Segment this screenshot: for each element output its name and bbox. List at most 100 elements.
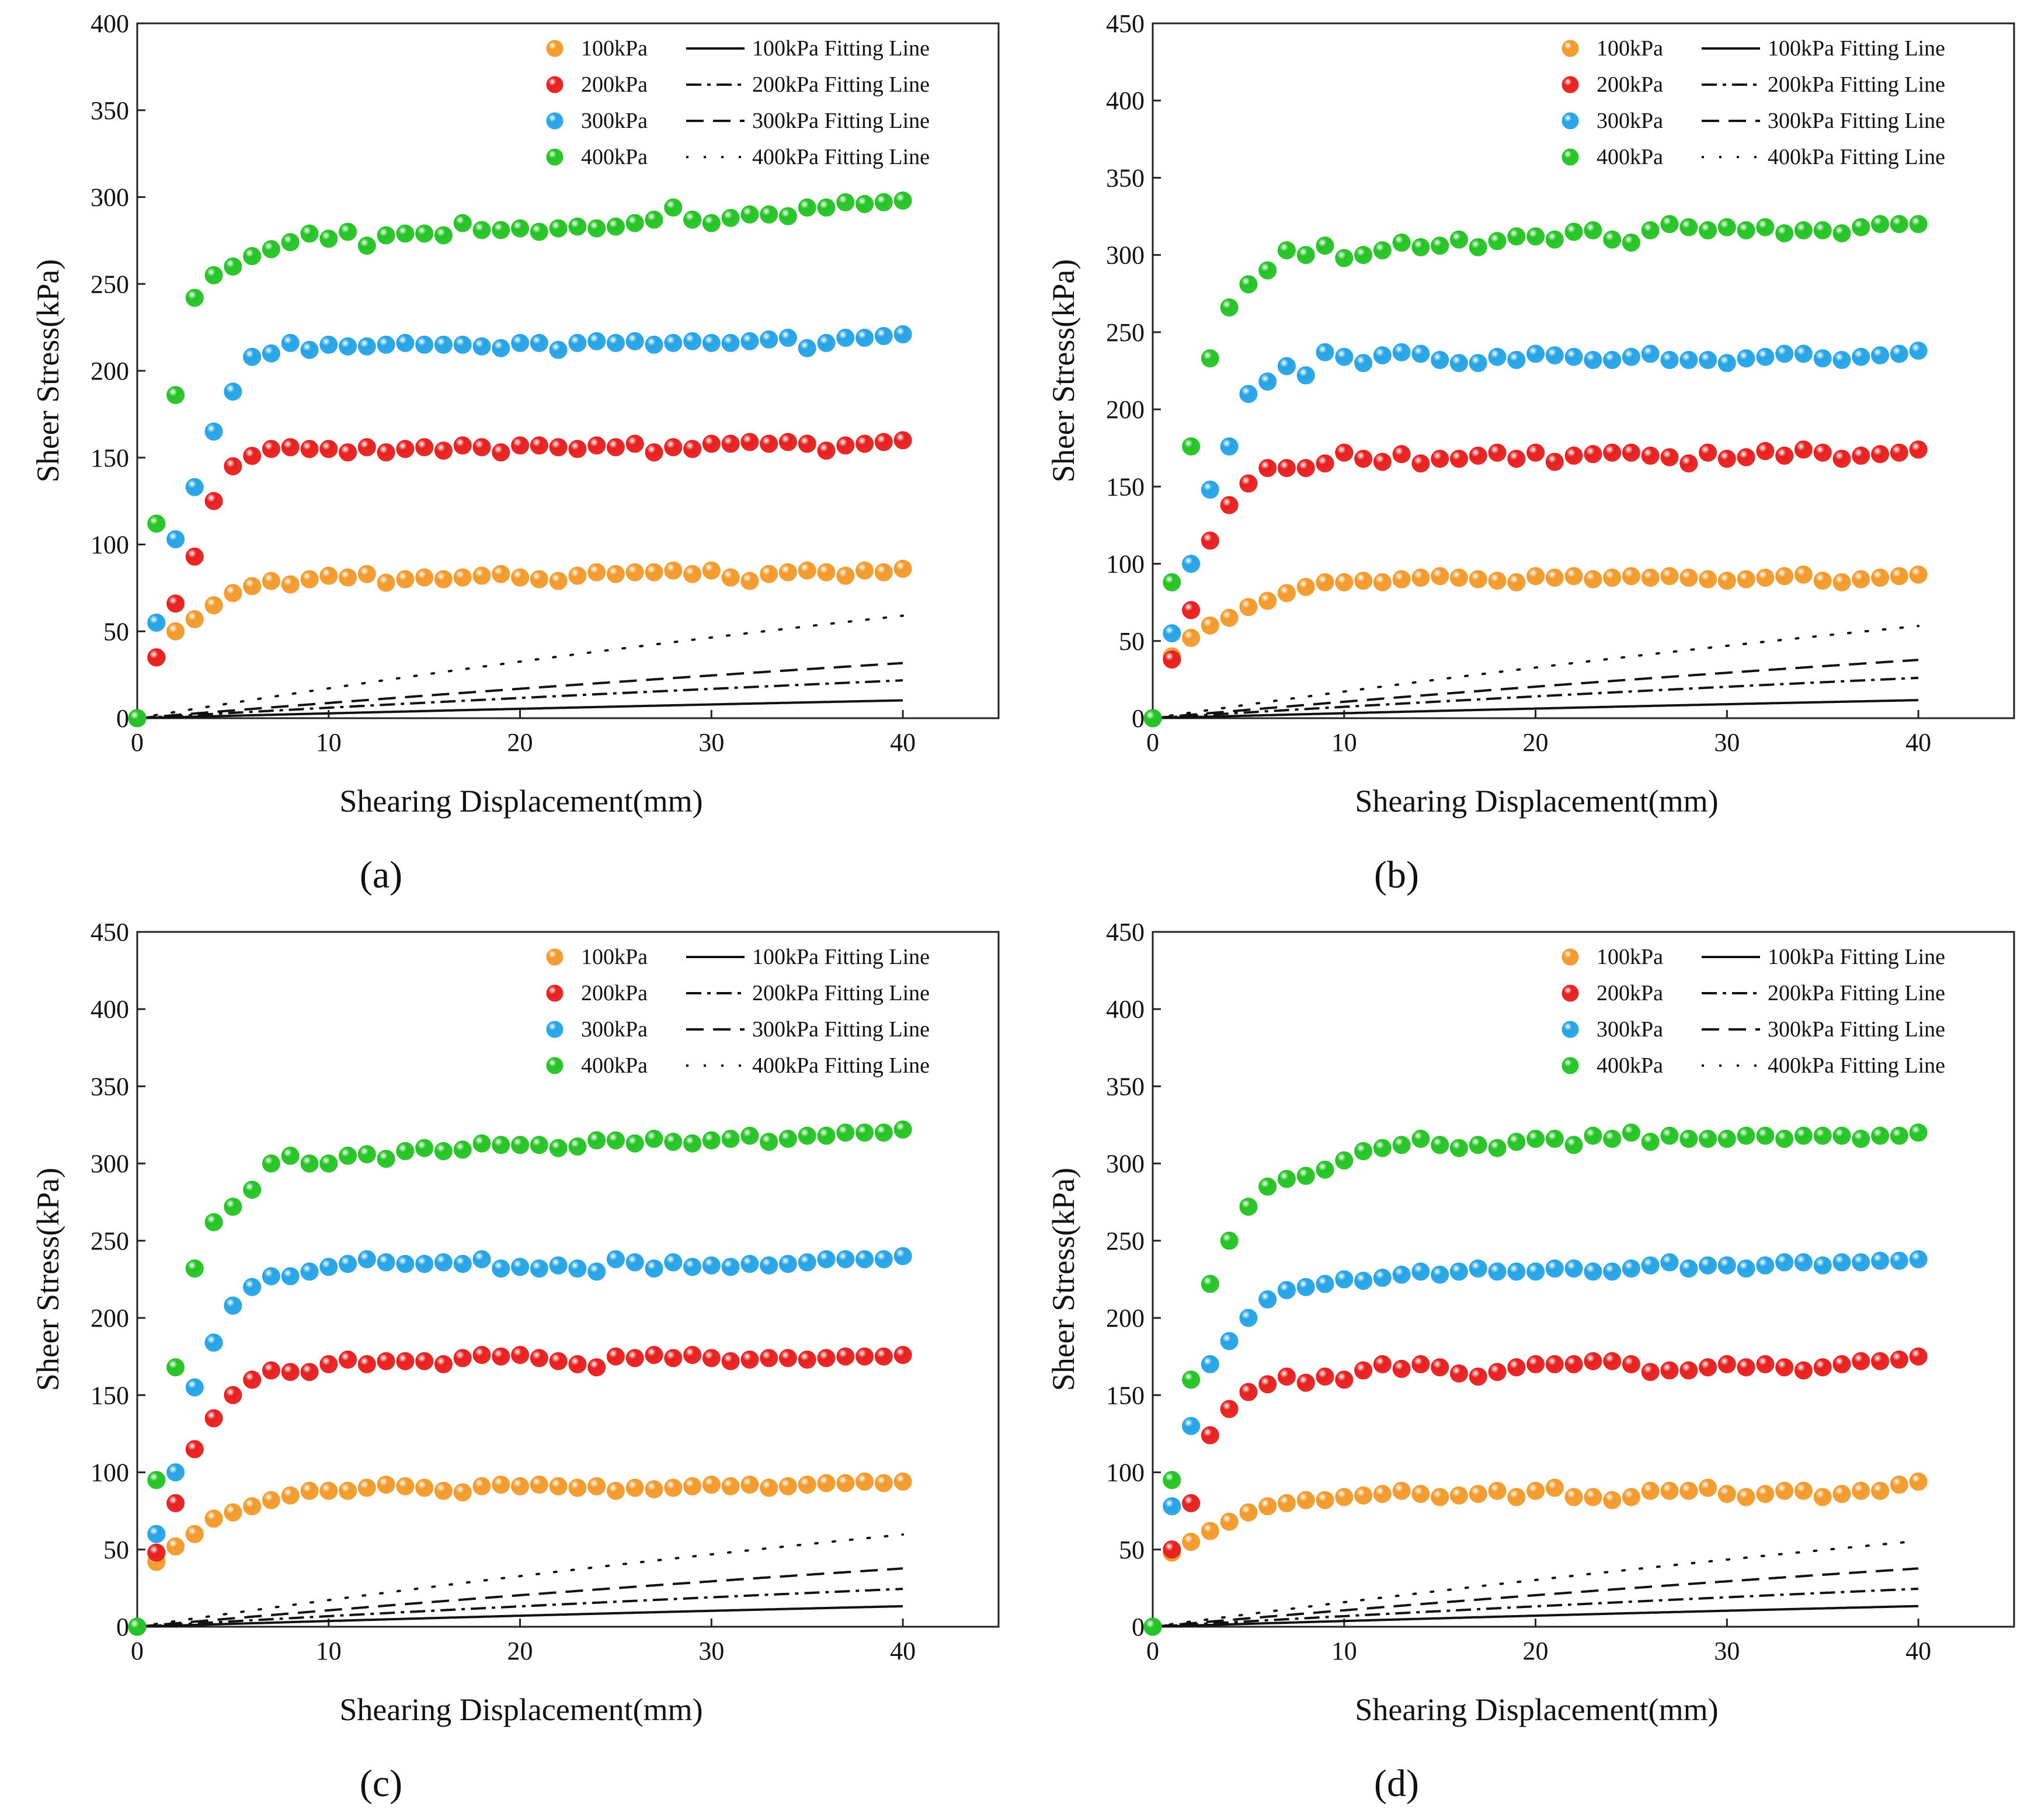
data-point-200kpa xyxy=(1717,1355,1736,1373)
data-point-400kpa xyxy=(1354,246,1373,265)
data-point-400kpa xyxy=(1794,221,1813,239)
legend-marker-300kpa xyxy=(546,1021,564,1038)
data-point-100kpa xyxy=(1584,1488,1602,1506)
legend-fit-label-300kpa: 300kPa Fitting Line xyxy=(752,1017,930,1042)
data-point-300kpa xyxy=(1335,1270,1354,1289)
data-point-200kpa xyxy=(1526,1355,1545,1373)
data-point-100kpa xyxy=(1909,1472,1928,1491)
data-point-100kpa xyxy=(1296,1491,1315,1509)
legend-label-400kpa: 400kPa xyxy=(581,1053,648,1078)
data-point-400kpa xyxy=(243,247,262,266)
data-point-400kpa xyxy=(281,1146,300,1165)
legend-marker-400kpa xyxy=(1561,1057,1579,1074)
data-point-200kpa xyxy=(1584,445,1602,464)
data-point-400kpa xyxy=(1852,1129,1870,1148)
data-point-100kpa xyxy=(1220,608,1239,627)
data-point-300kpa xyxy=(396,1255,415,1273)
data-point-100kpa xyxy=(1182,629,1201,647)
data-point-300kpa xyxy=(243,1278,262,1296)
data-point-300kpa xyxy=(1277,357,1296,375)
data-point-100kpa xyxy=(1258,1497,1277,1516)
data-point-300kpa xyxy=(893,1247,912,1265)
data-point-400kpa xyxy=(1258,1177,1277,1196)
data-point-300kpa xyxy=(357,1250,376,1269)
data-point-200kpa xyxy=(760,1349,778,1367)
data-point-200kpa xyxy=(166,594,185,613)
legend-label-200kpa: 200kPa xyxy=(581,72,648,97)
data-point-100kpa xyxy=(1411,568,1430,587)
fit-line-200kpa xyxy=(137,679,903,719)
data-point-200kpa xyxy=(1163,650,1181,669)
data-point-400kpa xyxy=(1239,1198,1258,1216)
data-point-100kpa xyxy=(778,1477,797,1495)
data-point-100kpa xyxy=(1507,1488,1526,1506)
data-point-100kpa xyxy=(1431,567,1449,586)
data-point-200kpa xyxy=(1239,1383,1258,1401)
data-point-200kpa xyxy=(1794,440,1813,459)
data-point-400kpa xyxy=(1832,224,1851,243)
data-point-100kpa xyxy=(357,565,376,583)
data-point-100kpa xyxy=(836,566,855,585)
legend-label-100kpa: 100kPa xyxy=(1597,945,1663,969)
data-point-100kpa xyxy=(511,568,530,587)
data-point-400kpa xyxy=(204,1213,223,1231)
data-point-400kpa xyxy=(300,1154,319,1173)
data-point-100kpa xyxy=(760,565,778,583)
data-point-300kpa xyxy=(1258,1290,1277,1309)
data-point-100kpa xyxy=(893,559,912,578)
data-point-300kpa xyxy=(778,1255,797,1273)
data-point-400kpa xyxy=(1335,1151,1354,1170)
data-point-400kpa xyxy=(1488,1139,1507,1157)
data-point-200kpa xyxy=(893,431,912,450)
data-point-100kpa xyxy=(1890,1476,1908,1494)
data-point-200kpa xyxy=(625,434,644,453)
data-point-300kpa xyxy=(1660,1253,1679,1272)
data-point-100kpa xyxy=(1813,572,1832,590)
data-point-100kpa xyxy=(415,1478,434,1497)
data-point-100kpa xyxy=(1852,1481,1870,1500)
data-point-300kpa xyxy=(147,1525,166,1543)
data-point-400kpa xyxy=(1143,709,1162,728)
data-point-100kpa xyxy=(1699,1478,1717,1497)
legend-fit-label-300kpa: 300kPa Fitting Line xyxy=(752,109,930,133)
data-point-300kpa xyxy=(204,1333,223,1352)
data-point-300kpa xyxy=(262,344,280,363)
data-point-300kpa xyxy=(224,1296,242,1315)
data-point-100kpa xyxy=(492,565,510,583)
legend-marker-200kpa xyxy=(546,76,564,93)
data-point-100kpa xyxy=(817,1474,836,1492)
data-point-200kpa xyxy=(281,1363,300,1381)
legend-label-300kpa: 300kPa xyxy=(581,1017,648,1042)
data-point-400kpa xyxy=(1507,1133,1526,1151)
data-point-200kpa xyxy=(1392,445,1411,464)
data-point-400kpa xyxy=(587,219,606,238)
y-tick-label: 250 xyxy=(1106,318,1145,347)
data-point-100kpa xyxy=(1469,1485,1487,1504)
data-point-300kpa xyxy=(166,530,185,549)
data-point-100kpa xyxy=(893,1472,912,1491)
data-point-200kpa xyxy=(1488,443,1507,462)
data-point-100kpa xyxy=(434,1481,453,1500)
data-point-200kpa xyxy=(1431,450,1449,468)
data-point-200kpa xyxy=(1411,1355,1430,1373)
data-point-200kpa xyxy=(319,440,338,458)
data-point-300kpa xyxy=(549,1256,568,1275)
y-tick-label: 150 xyxy=(1106,472,1145,501)
data-point-200kpa xyxy=(587,1358,606,1377)
y-tick-label: 200 xyxy=(91,1304,129,1332)
data-point-200kpa xyxy=(511,436,530,455)
data-point-100kpa xyxy=(836,1474,855,1492)
data-point-200kpa xyxy=(606,438,625,457)
y-tick-label: 450 xyxy=(91,918,129,946)
data-point-100kpa xyxy=(702,1476,721,1494)
data-point-300kpa xyxy=(1679,351,1698,369)
data-point-400kpa xyxy=(1373,241,1392,260)
data-point-100kpa xyxy=(1737,570,1755,589)
data-point-200kpa xyxy=(1469,446,1487,465)
data-point-400kpa xyxy=(683,1134,702,1153)
data-point-400kpa xyxy=(1909,1123,1928,1142)
data-point-400kpa xyxy=(166,1358,185,1377)
y-tick-label: 100 xyxy=(91,1459,129,1487)
data-point-300kpa xyxy=(204,422,223,441)
data-point-300kpa xyxy=(185,1378,204,1397)
